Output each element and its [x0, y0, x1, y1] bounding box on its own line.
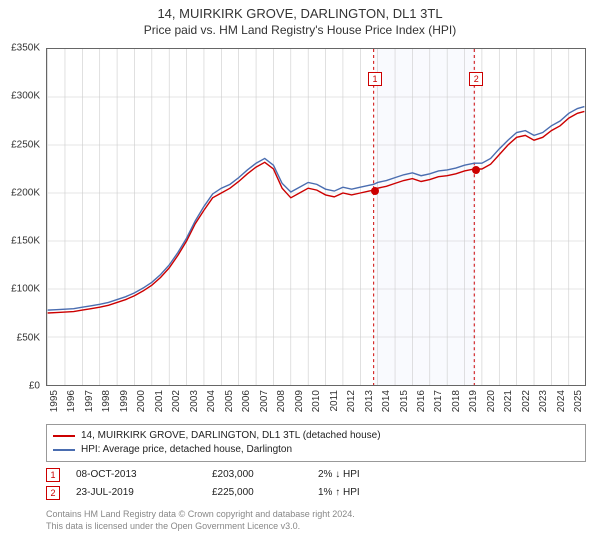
- x-tick-label: 2002: [171, 390, 182, 412]
- chart-subtitle: Price paid vs. HM Land Registry's House …: [0, 23, 600, 43]
- x-tick-label: 2020: [486, 390, 497, 412]
- x-tick-label: 2000: [136, 390, 147, 412]
- legend-swatch: [53, 449, 75, 451]
- x-tick-label: 2010: [311, 390, 322, 412]
- sale-dot: [371, 187, 379, 195]
- sale-marker-badge: 2: [469, 72, 483, 86]
- x-tick-label: 2023: [538, 390, 549, 412]
- sale-row: 1 08-OCT-2013 £203,000 2% ↓ HPI: [46, 466, 586, 484]
- x-tick-label: 1999: [119, 390, 130, 412]
- x-tick-label: 2021: [503, 390, 514, 412]
- x-tick-label: 2005: [224, 390, 235, 412]
- y-tick-label: £100K: [11, 284, 40, 295]
- legend-label: 14, MUIRKIRK GROVE, DARLINGTON, DL1 3TL …: [81, 429, 381, 443]
- sale-price: £225,000: [212, 484, 302, 502]
- footer-line-1: Contains HM Land Registry data © Crown c…: [46, 508, 586, 520]
- y-tick-label: £150K: [11, 236, 40, 247]
- x-tick-label: 2008: [276, 390, 287, 412]
- sale-row-marker: 2: [46, 486, 60, 500]
- x-tick-label: 2011: [329, 390, 340, 412]
- sale-delta: 1% ↑ HPI: [318, 484, 586, 502]
- x-tick-label: 2022: [521, 390, 532, 412]
- sale-date: 23-JUL-2019: [76, 484, 196, 502]
- x-tick-label: 2001: [154, 390, 165, 412]
- x-tick-label: 2012: [346, 390, 357, 412]
- x-tick-label: 2004: [206, 390, 217, 412]
- x-axis-labels: 1995 1996 1997 1998 1999 2000 2001 2002 2003 2004…: [46, 388, 586, 428]
- x-tick-label: 2016: [416, 390, 427, 412]
- series-hpi: [48, 107, 585, 311]
- x-tick-label: 2024: [556, 390, 567, 412]
- x-tick-label: 2025: [573, 390, 584, 412]
- x-tick-label: 2009: [294, 390, 305, 412]
- sale-row: 2 23-JUL-2019 £225,000 1% ↑ HPI: [46, 484, 586, 502]
- series-property: [48, 111, 585, 313]
- y-tick-label: £50K: [17, 332, 40, 343]
- y-tick-label: £250K: [11, 139, 40, 150]
- chart-svg: [47, 49, 585, 385]
- x-tick-label: 2017: [433, 390, 444, 412]
- legend-item: 14, MUIRKIRK GROVE, DARLINGTON, DL1 3TL …: [53, 429, 579, 443]
- x-tick-label: 2007: [259, 390, 270, 412]
- sale-delta: 2% ↓ HPI: [318, 466, 586, 484]
- sales-table: 1 08-OCT-2013 £203,000 2% ↓ HPI 2 23-JUL-2019…: [46, 466, 586, 502]
- x-tick-label: 1998: [101, 390, 112, 412]
- x-tick-label: 2018: [451, 390, 462, 412]
- legend-swatch: [53, 435, 75, 437]
- x-tick-label: 2003: [189, 390, 200, 412]
- x-tick-label: 2013: [364, 390, 375, 412]
- chart-title: 14, MUIRKIRK GROVE, DARLINGTON, DL1 3TL: [0, 0, 600, 23]
- legend-item: HPI: Average price, detached house, Darl…: [53, 443, 579, 457]
- x-tick-label: 2014: [381, 390, 392, 412]
- legend-label: HPI: Average price, detached house, Darl…: [81, 443, 292, 457]
- y-axis-labels: £0£50K£100K£150K£200K£250K£300K£350K: [0, 48, 44, 386]
- sale-row-marker: 1: [46, 468, 60, 482]
- footer-line-2: This data is licensed under the Open Gov…: [46, 520, 586, 532]
- y-tick-label: £200K: [11, 187, 40, 198]
- legend: 14, MUIRKIRK GROVE, DARLINGTON, DL1 3TL …: [46, 424, 586, 462]
- y-tick-label: £350K: [11, 43, 40, 54]
- sale-marker-badge: 1: [368, 72, 382, 86]
- sale-date: 08-OCT-2013: [76, 466, 196, 484]
- y-tick-label: £0: [29, 381, 40, 392]
- x-tick-label: 2015: [399, 390, 410, 412]
- x-tick-label: 1995: [49, 390, 60, 412]
- y-tick-label: £300K: [11, 91, 40, 102]
- chart-plot-area: 12: [46, 48, 586, 386]
- x-tick-label: 1997: [84, 390, 95, 412]
- x-tick-label: 1996: [66, 390, 77, 412]
- chart-container: 14, MUIRKIRK GROVE, DARLINGTON, DL1 3TL …: [0, 0, 600, 560]
- footer-attribution: Contains HM Land Registry data © Crown c…: [46, 508, 586, 532]
- sale-dot: [472, 166, 480, 174]
- x-tick-label: 2019: [468, 390, 479, 412]
- x-tick-label: 2006: [241, 390, 252, 412]
- sale-price: £203,000: [212, 466, 302, 484]
